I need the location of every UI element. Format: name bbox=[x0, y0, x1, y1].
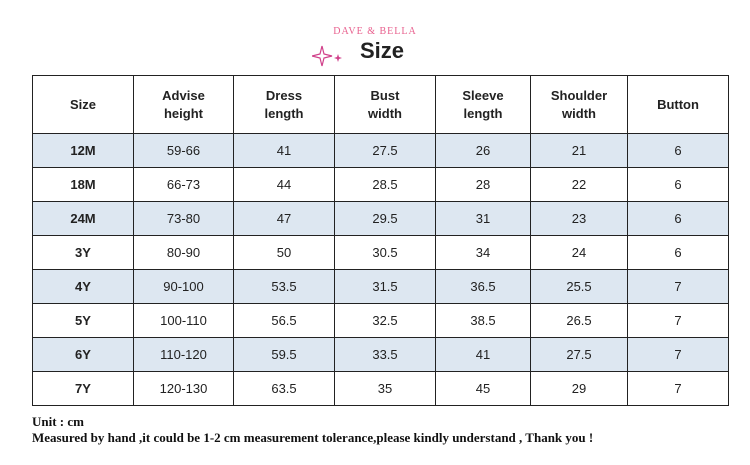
size-cell: 3Y bbox=[32, 235, 134, 270]
table-cell: 27.5 bbox=[530, 337, 628, 372]
table-cell: 53.5 bbox=[233, 269, 335, 304]
table-cell: 100-110 bbox=[133, 303, 234, 338]
table-cell: 7 bbox=[627, 337, 729, 372]
table-cell: 56.5 bbox=[233, 303, 335, 338]
table-cell: 31.5 bbox=[334, 269, 436, 304]
table-cell: 27.5 bbox=[334, 133, 436, 168]
table-cell: 34 bbox=[435, 235, 531, 270]
table-cell: 6 bbox=[627, 201, 729, 236]
sparkles bbox=[312, 45, 342, 67]
table-cell: 7 bbox=[627, 371, 729, 406]
table-cell: 50 bbox=[233, 235, 335, 270]
table-cell: 26.5 bbox=[530, 303, 628, 338]
table-cell: 21 bbox=[530, 133, 628, 168]
table-cell: 90-100 bbox=[133, 269, 234, 304]
size-cell: 4Y bbox=[32, 269, 134, 304]
table-cell: 24 bbox=[530, 235, 628, 270]
column-header: Size bbox=[32, 75, 134, 134]
table-cell: 44 bbox=[233, 167, 335, 202]
table-cell: 73-80 bbox=[133, 201, 234, 236]
table-cell: 28 bbox=[435, 167, 531, 202]
table-cell: 7 bbox=[627, 269, 729, 304]
table-cell: 63.5 bbox=[233, 371, 335, 406]
table-cell: 6 bbox=[627, 235, 729, 270]
column-header: Sleeve length bbox=[435, 75, 531, 134]
table-cell: 41 bbox=[435, 337, 531, 372]
size-cell: 5Y bbox=[32, 303, 134, 338]
table-cell: 23 bbox=[530, 201, 628, 236]
column-header: Advise height bbox=[133, 75, 234, 134]
table-cell: 30.5 bbox=[334, 235, 436, 270]
column-header: Dress length bbox=[233, 75, 335, 134]
size-cell: 6Y bbox=[32, 337, 134, 372]
table-cell: 32.5 bbox=[334, 303, 436, 338]
table-cell: 31 bbox=[435, 201, 531, 236]
table-cell: 59-66 bbox=[133, 133, 234, 168]
table-cell: 28.5 bbox=[334, 167, 436, 202]
size-cell: 24M bbox=[32, 201, 134, 236]
table-cell: 59.5 bbox=[233, 337, 335, 372]
table-cell: 26 bbox=[435, 133, 531, 168]
table-cell: 22 bbox=[530, 167, 628, 202]
table-cell: 36.5 bbox=[435, 269, 531, 304]
measure-note: Measured by hand ,it could be 1-2 cm mea… bbox=[32, 430, 594, 445]
table-cell: 29.5 bbox=[334, 201, 436, 236]
table-cell: 47 bbox=[233, 201, 335, 236]
table-cell: 33.5 bbox=[334, 337, 436, 372]
table-cell: 35 bbox=[334, 371, 436, 406]
table-cell: 110-120 bbox=[133, 337, 234, 372]
table-cell: 25.5 bbox=[530, 269, 628, 304]
title: Size bbox=[360, 38, 405, 63]
column-header: Bust width bbox=[334, 75, 436, 134]
table-cell: 120-130 bbox=[133, 371, 234, 406]
table-cell: 66-73 bbox=[133, 167, 234, 202]
brand: DAVE & BELLA bbox=[333, 26, 417, 37]
table-cell: 29 bbox=[530, 371, 628, 406]
column-header: Button bbox=[627, 75, 729, 134]
table-cell: 45 bbox=[435, 371, 531, 406]
table-cell: 41 bbox=[233, 133, 335, 168]
unit-note: Unit : cm bbox=[32, 414, 84, 429]
table-cell: 6 bbox=[627, 167, 729, 202]
table-cell: 80-90 bbox=[133, 235, 234, 270]
table-cell: 6 bbox=[627, 133, 729, 168]
column-header: Shoulder width bbox=[530, 75, 628, 134]
size-cell: 18M bbox=[32, 167, 134, 202]
size-cell: 7Y bbox=[32, 371, 134, 406]
size-cell: 12M bbox=[32, 133, 134, 168]
table-cell: 38.5 bbox=[435, 303, 531, 338]
table-cell: 7 bbox=[627, 303, 729, 338]
